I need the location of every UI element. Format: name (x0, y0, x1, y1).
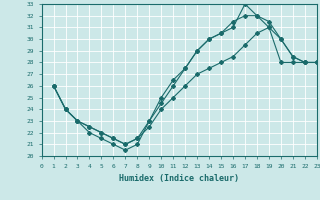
X-axis label: Humidex (Indice chaleur): Humidex (Indice chaleur) (119, 174, 239, 183)
